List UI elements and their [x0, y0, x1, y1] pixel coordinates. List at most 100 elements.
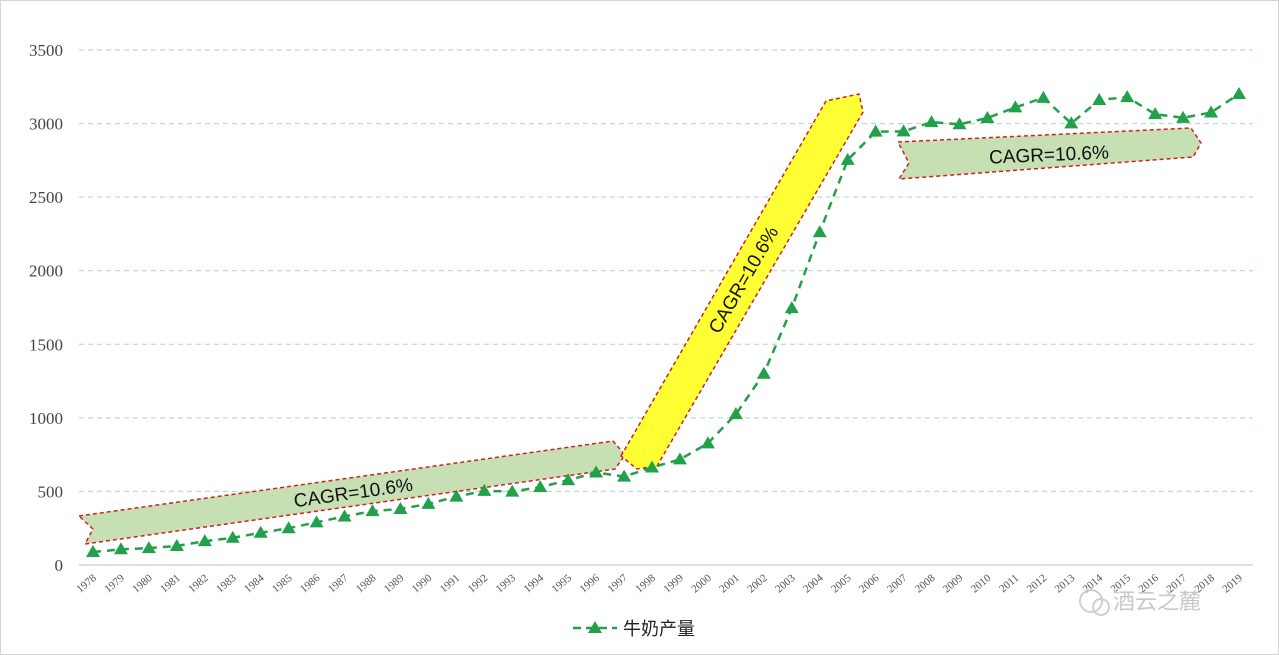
x-tick-label: 1991	[438, 572, 463, 595]
legend-label: 牛奶产量	[623, 619, 695, 640]
x-tick-label: 1990	[410, 572, 435, 596]
cagr-arrow-3-shape	[896, 127, 1202, 180]
x-tick-label: 2019	[1220, 572, 1245, 596]
data-point-2017	[1176, 110, 1191, 123]
x-tick-label: 2011	[997, 572, 1021, 595]
data-point-2014	[1092, 93, 1107, 106]
data-point-1987	[337, 509, 352, 522]
x-tick-label: 1981	[158, 572, 183, 595]
x-tick-label: 1984	[242, 572, 267, 596]
y-tick-label: 500	[38, 482, 64, 501]
data-point-1999	[672, 452, 687, 465]
x-tick-label: 2001	[717, 572, 742, 595]
data-point-1991	[449, 489, 464, 502]
data-point-2008	[924, 115, 939, 128]
x-tick-label: 2000	[689, 572, 714, 596]
data-point-1995	[561, 473, 576, 486]
data-point-1980	[141, 541, 156, 554]
x-tick-label: 1999	[661, 572, 686, 596]
y-tick-label: 2500	[29, 188, 63, 207]
data-point-2012	[1036, 90, 1051, 103]
x-tick-label: 1983	[214, 572, 239, 596]
data-point-1998	[645, 460, 660, 473]
data-point-1996	[589, 465, 604, 478]
x-tick-label: 1987	[326, 572, 351, 596]
x-tick-label: 2006	[857, 572, 882, 596]
cagr-arrow-2: CAGR=10.6%	[620, 93, 864, 470]
cagr-label-2: CAGR=10.6%	[705, 223, 783, 337]
x-tick-label: 1982	[186, 572, 211, 595]
data-point-1989	[393, 501, 408, 514]
x-axis-ticks: 1978 1979 1980 1981 1982 1983 1984 1985 1986 1987…	[74, 572, 1245, 596]
data-point-1994	[533, 480, 548, 493]
cagr-arrow-1-shape	[77, 440, 626, 545]
y-tick-label: 2000	[29, 262, 63, 281]
data-point-2005	[840, 152, 855, 165]
data-point-2007	[896, 124, 911, 137]
data-point-2006	[868, 124, 883, 137]
x-tick-label: 2013	[1053, 572, 1078, 596]
data-point-2002	[756, 366, 771, 379]
x-tick-label: 1985	[270, 572, 295, 596]
watermark-text: 酒云之麓	[1113, 590, 1201, 615]
x-tick-label: 2010	[969, 572, 994, 596]
data-point-1993	[505, 484, 520, 497]
data-point-2019	[1232, 86, 1246, 99]
x-tick-label: 2004	[801, 572, 826, 596]
y-tick-label: 0	[55, 556, 64, 575]
data-point-1984	[253, 525, 268, 538]
cagr-arrow-3: CAGR=10.6%	[896, 127, 1202, 180]
data-point-1988	[365, 504, 380, 517]
watermark: 酒云之麓	[1079, 589, 1201, 616]
x-tick-label: 1989	[382, 572, 407, 596]
y-tick-label: 1000	[29, 409, 63, 428]
legend: 牛奶产量	[573, 619, 695, 640]
data-point-2009	[952, 117, 967, 130]
x-tick-label: 1996	[577, 572, 602, 596]
x-tick-label: 1986	[298, 572, 323, 596]
x-tick-label: 1992	[466, 572, 491, 595]
series-markers	[86, 86, 1246, 558]
x-tick-label: 2003	[773, 572, 798, 596]
x-tick-label: 2002	[745, 572, 770, 595]
data-point-2004	[812, 225, 827, 238]
data-point-1979	[113, 542, 128, 555]
data-point-2010	[980, 110, 995, 123]
wechat-icon	[1079, 589, 1103, 613]
data-point-2003	[784, 301, 799, 314]
x-tick-label: 2012	[1025, 572, 1050, 595]
data-point-1992	[477, 483, 492, 496]
data-point-2011	[1008, 100, 1023, 113]
x-tick-label: 1979	[102, 572, 127, 596]
data-point-1982	[197, 534, 212, 547]
x-tick-label: 1995	[550, 572, 575, 596]
y-tick-label: 3500	[29, 41, 63, 60]
x-tick-label: 2009	[941, 572, 966, 596]
x-tick-label: 1994	[522, 572, 547, 596]
legend-triangle-icon	[588, 621, 602, 633]
cagr-arrow-2-shape	[620, 93, 864, 470]
x-tick-label: 1980	[130, 572, 155, 596]
wechat-icon-bubble	[1092, 598, 1110, 616]
x-tick-label: 1988	[354, 572, 379, 596]
x-tick-label: 2005	[829, 572, 854, 596]
y-tick-label: 1500	[29, 335, 63, 354]
data-point-1985	[281, 521, 296, 534]
y-tick-label: 3000	[29, 115, 63, 134]
data-point-2013	[1064, 116, 1079, 129]
x-tick-label: 1997	[605, 572, 630, 596]
data-point-2015	[1120, 90, 1135, 103]
data-point-1983	[225, 530, 240, 543]
data-point-2016	[1148, 107, 1163, 120]
cagr-arrow-1: CAGR=10.6%	[77, 440, 626, 545]
x-tick-label: 1993	[494, 572, 519, 596]
x-tick-label: 2007	[885, 572, 910, 596]
y-axis-ticks: 0 500 1000 1500 2000 2500 3000 3500	[29, 41, 63, 575]
cagr-label-3: CAGR=10.6%	[989, 142, 1110, 168]
data-point-1986	[309, 515, 324, 528]
x-tick-label: 1978	[74, 572, 99, 596]
x-tick-label: 2008	[913, 572, 938, 596]
data-point-1978	[86, 545, 100, 558]
